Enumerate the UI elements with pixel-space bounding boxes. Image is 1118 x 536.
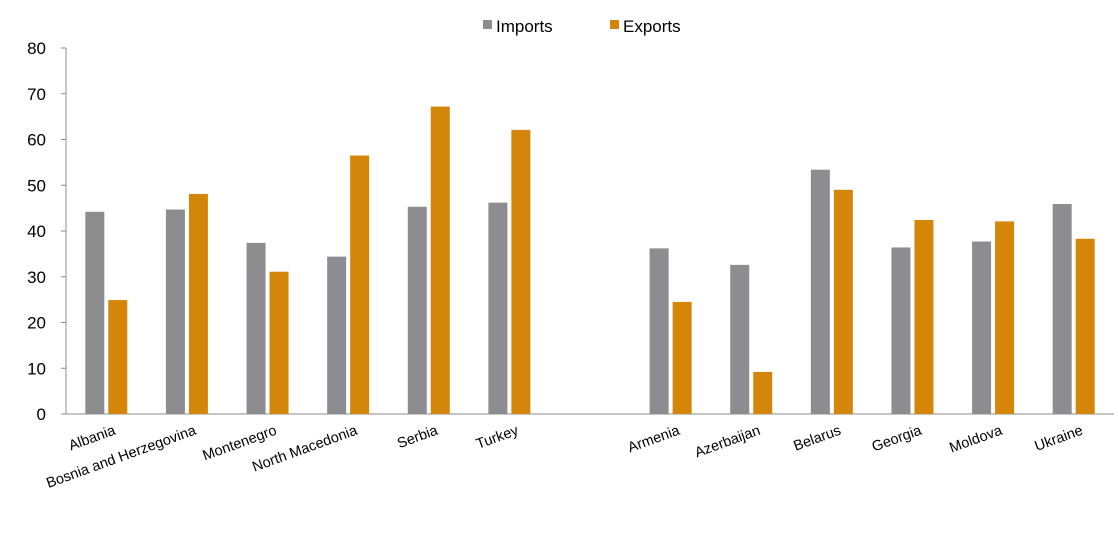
bar-imports-georgia: [891, 247, 911, 414]
legend-label-imports: Imports: [496, 17, 553, 36]
x-tick-label: Azerbaijan: [693, 423, 763, 461]
x-tick-label: Georgia: [870, 422, 925, 455]
bars: [85, 106, 1095, 414]
bar-imports-turkey: [488, 202, 508, 414]
bar-exports-belarus: [833, 189, 853, 414]
y-tick-label: 70: [27, 85, 46, 104]
bar-imports-serbia: [407, 206, 427, 414]
y-tick-label: 0: [37, 405, 46, 424]
bar-exports-serbia: [430, 106, 450, 414]
bar-exports-montenegro: [269, 271, 289, 414]
y-tick-label: 10: [27, 359, 46, 378]
y-tick-label: 50: [27, 176, 46, 195]
bar-imports-north-macedonia: [327, 256, 347, 414]
bar-imports-armenia: [649, 248, 669, 414]
bar-exports-armenia: [672, 301, 692, 414]
legend: Imports Exports: [483, 17, 681, 36]
x-tick-label: Belarus: [792, 423, 844, 455]
bar-imports-bosnia-and-herzegovina: [165, 209, 185, 414]
y-tick-label: 60: [27, 131, 46, 150]
axes: 0 10 20 30 40 50 60 70 80: [27, 39, 1114, 424]
bar-imports-belarus: [810, 169, 830, 414]
y-tick-label: 40: [27, 222, 46, 241]
x-tick-label: Moldova: [947, 422, 1005, 456]
bar-exports-albania: [108, 300, 128, 414]
legend-swatch-exports: [610, 20, 619, 29]
y-tick-label: 20: [27, 314, 46, 333]
legend-swatch-imports: [483, 20, 492, 29]
bar-exports-georgia: [914, 220, 934, 414]
y-tick-label: 30: [27, 268, 46, 287]
bar-imports-ukraine: [1052, 204, 1072, 414]
bar-exports-moldova: [995, 221, 1015, 414]
bar-imports-azerbaijan: [730, 264, 750, 414]
bar-exports-ukraine: [1075, 238, 1095, 414]
y-tick-label: 80: [27, 39, 46, 58]
x-tick-label: Ukraine: [1033, 423, 1085, 455]
x-tick-label: Serbia: [395, 422, 441, 452]
bar-exports-turkey: [511, 129, 531, 414]
legend-label-exports: Exports: [623, 17, 681, 36]
bar-imports-albania: [85, 211, 105, 414]
bar-exports-azerbaijan: [753, 371, 773, 414]
x-tick-label: Albania: [67, 422, 119, 454]
bar-exports-north-macedonia: [350, 155, 370, 414]
x-tick-label: Armenia: [626, 422, 683, 456]
x-tick-label: Bosnia and Herzegovina: [44, 422, 199, 491]
bar-exports-bosnia-and-herzegovina: [188, 193, 208, 414]
bar-imports-moldova: [972, 241, 992, 414]
bar-imports-montenegro: [246, 242, 266, 414]
x-tick-label: Turkey: [474, 422, 521, 452]
